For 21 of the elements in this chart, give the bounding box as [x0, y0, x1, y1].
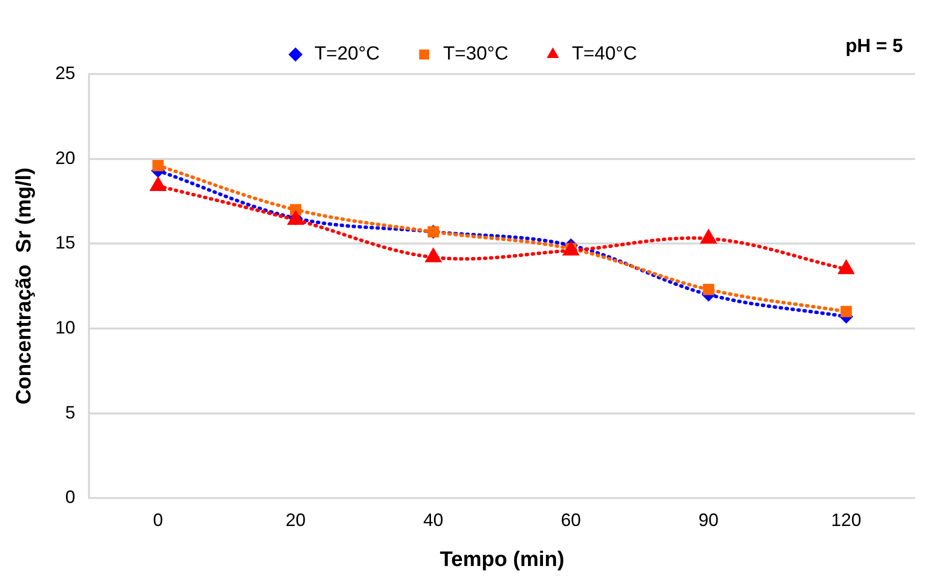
y-tick-label: 0 [65, 487, 76, 508]
y-tick-label: 5 [65, 402, 76, 422]
point [702, 284, 714, 296]
y-tick-label: 25 [55, 62, 76, 83]
legend-label: T=20°C [314, 44, 380, 65]
y-tick-label: 15 [55, 232, 76, 253]
x-tick-label: 40 [423, 510, 444, 530]
y-tick-label: 10 [55, 317, 76, 338]
y-tick-label: 20 [55, 148, 76, 168]
point [840, 306, 852, 318]
legend-label: T=30°C [443, 44, 508, 65]
y-axis-title: Concentração Sr (mg/l) [12, 168, 36, 405]
x-tick-label: 60 [560, 510, 581, 530]
x-tick-label: 90 [698, 510, 719, 530]
point [152, 160, 164, 172]
x-tick-label: 0 [153, 510, 164, 530]
x-axis-title: Tempo (min) [440, 548, 564, 572]
x-tick-label: 20 [286, 510, 306, 530]
legend-label: T=40°C [572, 44, 637, 65]
x-tick-label: 120 [831, 510, 862, 530]
text: pH = 5 [845, 36, 904, 58]
